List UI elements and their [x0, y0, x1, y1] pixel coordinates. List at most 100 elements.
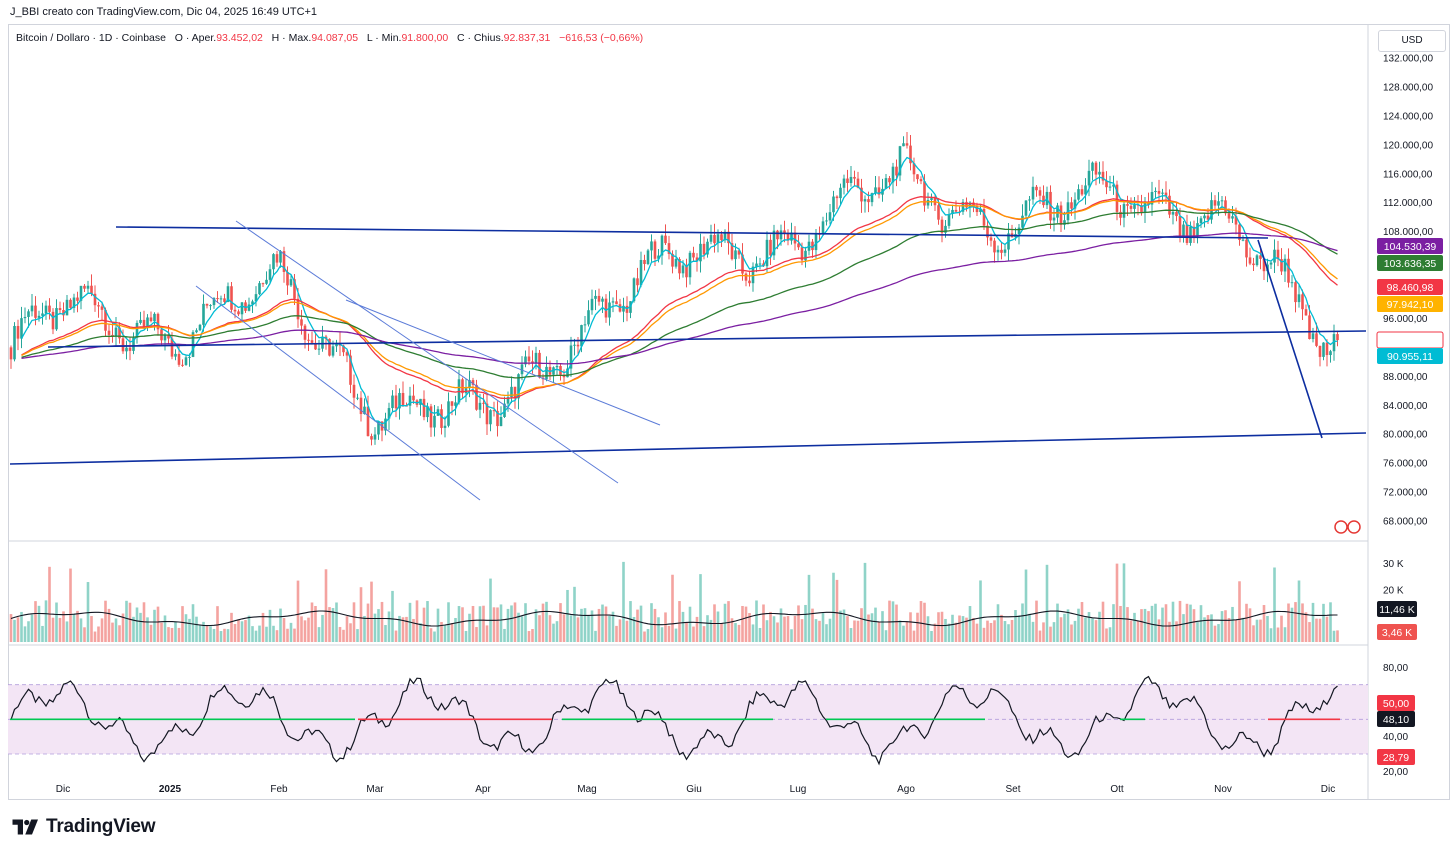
candle-body: [279, 251, 282, 263]
candle-body: [482, 402, 485, 404]
candle-body: [545, 366, 548, 380]
volume-bar: [720, 623, 723, 642]
volume-bar: [664, 612, 667, 642]
volume-bar: [1168, 621, 1171, 642]
volume-bar: [128, 602, 132, 642]
volume-bar: [534, 609, 538, 642]
candle-body: [401, 392, 405, 406]
rsi-tag: 48,10: [1377, 711, 1415, 727]
volume-bar: [230, 612, 233, 642]
volume-bar: [587, 615, 590, 642]
candle-body: [1315, 333, 1318, 346]
channel-line[interactable]: [345, 299, 661, 426]
volume-bar: [695, 616, 699, 642]
volume-tag-label: 11,46 K: [1379, 604, 1414, 616]
candle-body: [258, 283, 261, 295]
volume-bar: [772, 616, 776, 642]
trendline[interactable]: [1257, 239, 1323, 439]
volume-bar: [961, 616, 965, 642]
candle-body: [1199, 218, 1203, 224]
candle-body: [471, 380, 475, 385]
volume-bar: [797, 605, 800, 642]
volume-bar: [730, 618, 734, 642]
candle-body: [643, 259, 646, 265]
candle-body: [503, 403, 506, 417]
volume-bar: [1143, 608, 1147, 642]
candle-body: [454, 402, 457, 406]
volume-bar: [660, 627, 664, 642]
volume-bar: [1311, 602, 1315, 642]
volume-bar: [510, 605, 513, 642]
candle-body: [34, 305, 37, 318]
volume-bar: [937, 612, 940, 642]
volume-bar: [489, 578, 492, 642]
trendline[interactable]: [9, 432, 1367, 465]
volume-bar: [520, 616, 524, 642]
price-tag: 97.942,10: [1377, 296, 1443, 312]
candle-body: [307, 339, 310, 341]
candle-body: [93, 293, 97, 306]
volume-bar: [79, 618, 83, 642]
candle-body: [982, 208, 986, 226]
volume-bar: [909, 612, 912, 642]
tradingview-logo[interactable]: TradingView: [12, 816, 156, 838]
events-flags-icon[interactable]: [1334, 520, 1361, 534]
volume-bar: [363, 615, 366, 642]
ema-purple-line: [21, 232, 1338, 365]
volume-bar: [412, 618, 415, 642]
volume-bar: [244, 620, 247, 642]
candle-body: [69, 299, 72, 308]
candle-body: [363, 406, 366, 415]
trendline[interactable]: [47, 330, 1367, 348]
volume-bar: [338, 626, 342, 642]
candle-body: [975, 205, 979, 213]
symbol-label[interactable]: Bitcoin / Dollaro · 1D · Coinbase: [16, 32, 166, 44]
candle-body: [79, 285, 83, 301]
volume-bar: [265, 626, 268, 642]
candle-body: [1101, 171, 1105, 181]
price-tag-bg: [1377, 296, 1443, 312]
channel-line[interactable]: [195, 285, 481, 501]
volume-bar: [450, 623, 454, 642]
volume-bar: [1070, 624, 1073, 642]
volume-bar: [72, 614, 76, 642]
channel-line[interactable]: [235, 220, 619, 484]
candle-body: [968, 202, 972, 208]
candle-body: [930, 198, 933, 200]
candle-body: [485, 403, 489, 425]
candle-body: [580, 325, 583, 347]
candle-body: [734, 250, 737, 260]
time-axis-label: Giu: [686, 784, 702, 795]
volume-bar: [944, 618, 947, 642]
candle-body: [1143, 201, 1147, 213]
candle-body: [1280, 259, 1283, 272]
volume-bar: [163, 615, 167, 642]
volume-bar: [310, 602, 314, 642]
volume-bar: [1087, 612, 1091, 642]
candle-body: [923, 181, 926, 206]
candle-body: [1056, 205, 1059, 218]
volume-bar: [307, 617, 310, 642]
volume-bar: [1042, 622, 1045, 642]
volume-bar: [968, 606, 972, 642]
volume-bar: [1227, 617, 1231, 642]
candle-body: [233, 309, 237, 312]
candle-body: [65, 299, 69, 316]
candle-body: [783, 230, 786, 234]
volume-bar: [681, 611, 685, 642]
currency-button[interactable]: USD: [1378, 30, 1446, 52]
candle-body: [1091, 162, 1094, 171]
price-tag-label: 92.837,31: [1387, 335, 1434, 347]
volume-bar: [90, 616, 93, 642]
candle-body: [755, 263, 758, 267]
candle-body: [1301, 294, 1304, 310]
volume-bar: [135, 607, 139, 642]
trendline[interactable]: [115, 226, 1269, 239]
volume-bar: [366, 603, 370, 642]
candle-body: [723, 231, 727, 241]
volume-bar: [93, 631, 97, 642]
candle-body: [1262, 258, 1266, 272]
volume-bar: [426, 601, 429, 642]
candle-body: [842, 178, 846, 188]
